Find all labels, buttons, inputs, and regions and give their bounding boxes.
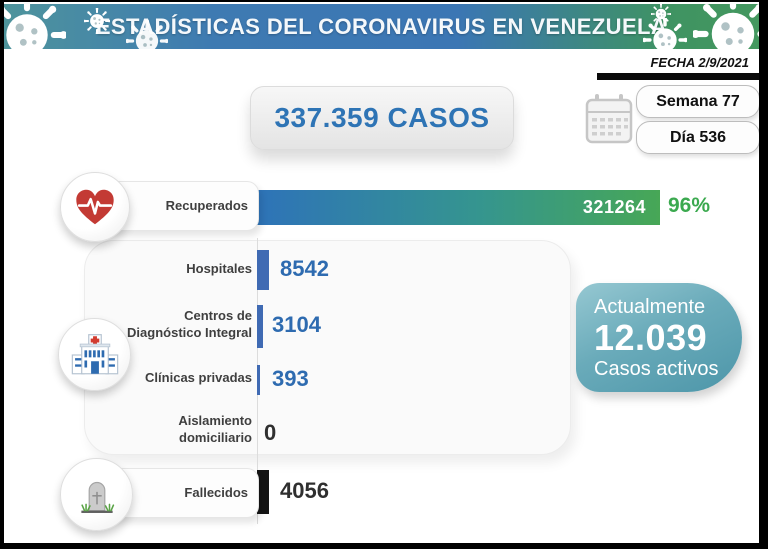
recovered-percent: 96% (668, 194, 711, 217)
total-cases-value: 337.359 CASOS (274, 102, 490, 133)
calendar-icon (585, 94, 633, 144)
home-isolation-label: Aislamiento domiciliario (94, 413, 252, 447)
active-cases-box: Actualmente 12.039 Casos activos (576, 283, 742, 392)
virus-icon (126, 20, 168, 49)
hospital-badge (58, 318, 131, 391)
care-centers-panel (84, 240, 571, 455)
week-label: Semana 77 (656, 92, 740, 110)
cdi-label: Centros de Diagnóstico Integral (94, 308, 252, 342)
home-isolation-label-line2: domiciliario (179, 429, 252, 445)
home-isolation-label-line1: Aislamiento (178, 413, 252, 428)
virus-icon (651, 4, 671, 24)
heart-ekg-icon (76, 189, 114, 225)
virus-icon (84, 8, 110, 34)
deaths-bar (257, 470, 269, 514)
active-cases-value: 12.039 (594, 316, 708, 358)
private-clinics-label: Clínicas privadas (145, 370, 252, 385)
page-title: ESTADÍSTICAS DEL CORONAVIRUS EN VENEZUEL… (95, 13, 668, 39)
recovered-value: 321264 (582, 197, 646, 217)
tombstone-icon (80, 481, 114, 513)
hospitals-bar (257, 250, 269, 290)
active-cases-caption: Actualmente (594, 295, 706, 318)
day-label: Día 536 (669, 128, 727, 146)
deaths-label: Fallecidos (184, 484, 248, 500)
top-right-divider (597, 73, 759, 80)
cdi-value: 3104 (272, 312, 321, 337)
cdi-bar (257, 305, 263, 348)
heart-ekg-badge (60, 172, 130, 242)
total-cases-box: 337.359 CASOS (250, 86, 514, 150)
tombstone-badge (60, 458, 133, 531)
day-badge: Día 536 (636, 121, 759, 154)
virus-icon (693, 4, 759, 49)
deaths-value: 4056 (280, 478, 329, 503)
active-cases-subcaption: Casos activos (594, 357, 719, 380)
private-clinics-value: 393 (272, 366, 309, 391)
week-badge: Semana 77 (636, 85, 759, 118)
home-isolation-value: 0 (264, 420, 277, 445)
cdi-label-line1: Centros de (184, 308, 252, 323)
private-clinics-bar (257, 365, 260, 395)
hospital-icon (71, 333, 118, 374)
virus-icon (4, 4, 66, 49)
report-date: FECHA 2/9/2021 (650, 55, 749, 70)
hospitals-label: Hospitales (186, 261, 252, 276)
header-banner: ESTADÍSTICAS DEL CORONAVIRUS EN VENEZUEL… (4, 4, 759, 49)
infographic-canvas: ESTADÍSTICAS DEL CORONAVIRUS EN VENEZUEL… (4, 2, 759, 543)
recovered-label: Recuperados (165, 197, 248, 213)
recovered-bar: 321264 (257, 190, 660, 225)
hospitals-value: 8542 (280, 256, 329, 281)
cdi-label-line2: Diagnóstico Integral (127, 324, 252, 340)
